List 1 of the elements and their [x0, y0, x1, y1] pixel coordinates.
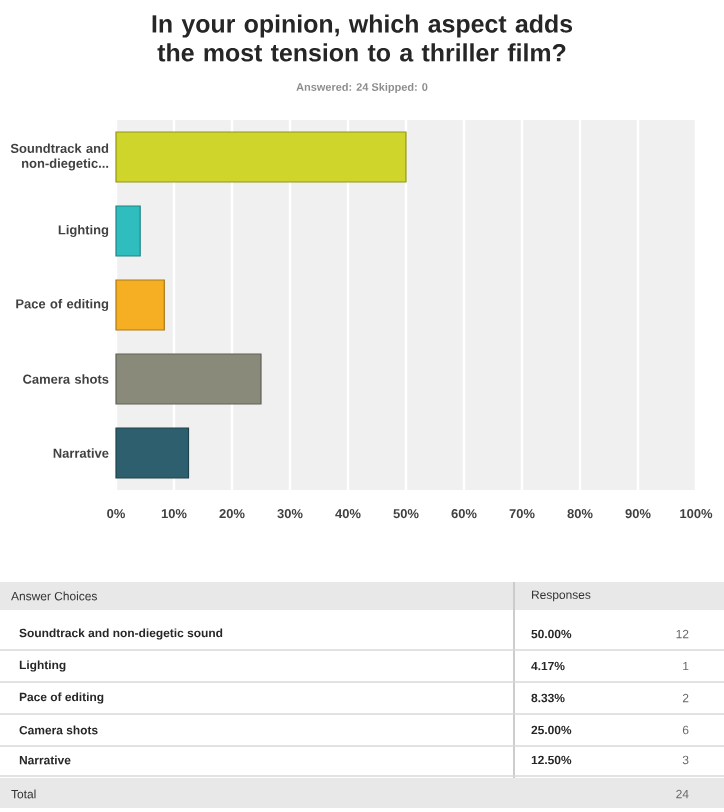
chart-title: In your opinion, which aspect adds the most tension to a thriller film? — [152, 14, 573, 62]
